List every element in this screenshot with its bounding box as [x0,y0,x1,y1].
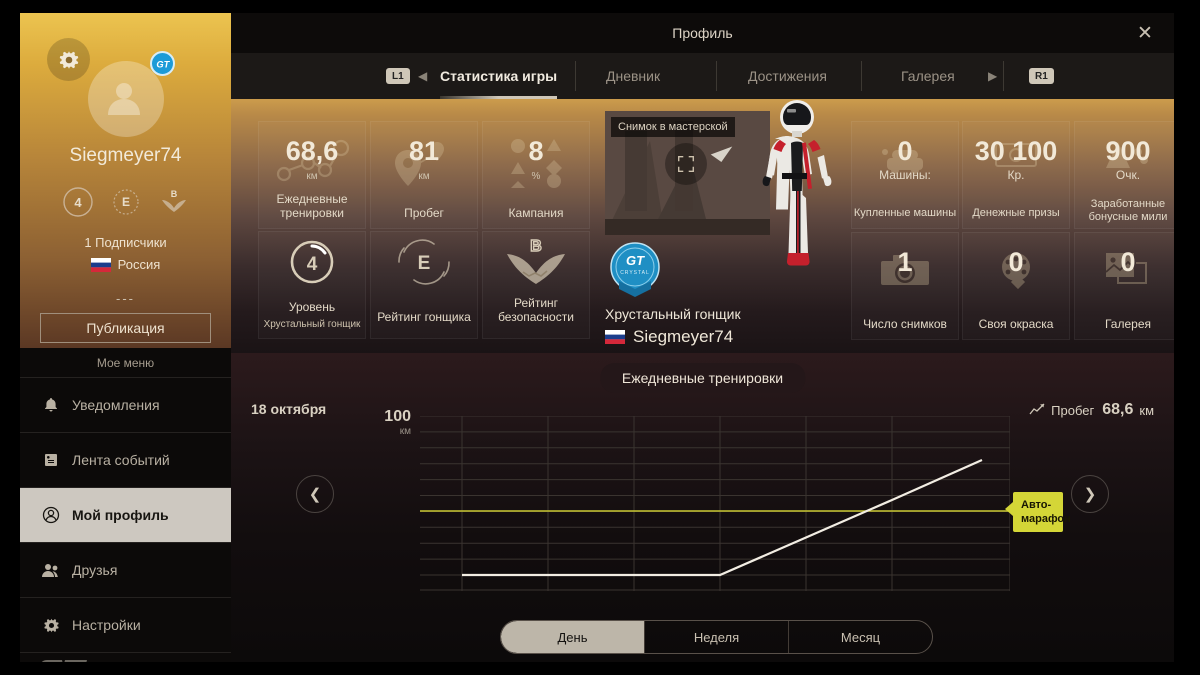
svg-text:GT: GT [626,253,645,268]
svg-text:B: B [530,238,542,255]
svg-text:4: 4 [307,254,318,275]
svg-text:E: E [418,253,431,274]
svg-text:4: 4 [74,195,82,210]
svg-text:GT: GT [156,59,170,69]
svg-text:E: E [121,195,129,209]
svg-text:CRYSTAL: CRYSTAL [620,270,650,276]
svg-text:B: B [170,189,177,199]
